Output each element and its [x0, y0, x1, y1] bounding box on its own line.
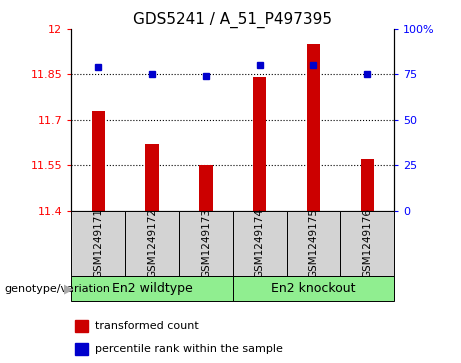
Text: GSM1249172: GSM1249172: [147, 208, 157, 278]
Bar: [287, 211, 340, 276]
Text: GSM1249171: GSM1249171: [93, 208, 103, 278]
Text: GSM1249174: GSM1249174: [254, 208, 265, 278]
Bar: [125, 211, 179, 276]
Text: ▶: ▶: [64, 282, 73, 295]
Text: En2 wildtype: En2 wildtype: [112, 282, 193, 295]
Bar: [340, 211, 394, 276]
Bar: [145, 144, 159, 211]
Bar: [233, 211, 287, 276]
Bar: [71, 211, 125, 276]
Title: GDS5241 / A_51_P497395: GDS5241 / A_51_P497395: [133, 12, 332, 28]
Bar: [71, 276, 233, 301]
Bar: [199, 165, 213, 211]
Text: En2 knockout: En2 knockout: [271, 282, 356, 295]
Bar: [307, 44, 320, 211]
Text: percentile rank within the sample: percentile rank within the sample: [95, 344, 283, 354]
Bar: [179, 211, 233, 276]
Bar: [75, 343, 88, 355]
Bar: [92, 111, 105, 211]
Text: transformed count: transformed count: [95, 321, 198, 331]
Text: GSM1249175: GSM1249175: [308, 208, 319, 278]
Text: GSM1249176: GSM1249176: [362, 208, 372, 278]
Bar: [75, 320, 88, 333]
Text: GSM1249173: GSM1249173: [201, 208, 211, 278]
Bar: [233, 276, 394, 301]
Text: genotype/variation: genotype/variation: [5, 284, 111, 294]
Bar: [361, 159, 374, 211]
Bar: [253, 77, 266, 211]
